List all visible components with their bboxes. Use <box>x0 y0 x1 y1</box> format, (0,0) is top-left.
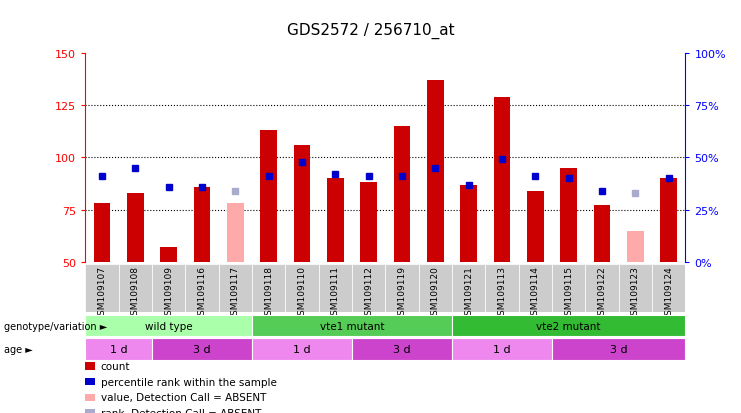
Text: GSM109110: GSM109110 <box>297 266 307 320</box>
Bar <box>652 264 685 312</box>
Bar <box>319 264 352 312</box>
Bar <box>252 338 352 360</box>
Text: GSM109121: GSM109121 <box>464 266 473 320</box>
Text: GSM109123: GSM109123 <box>631 266 640 320</box>
Bar <box>594 206 611 262</box>
Text: 3 d: 3 d <box>193 344 210 354</box>
Text: rank, Detection Call = ABSENT: rank, Detection Call = ABSENT <box>101 408 261 413</box>
Text: GSM109120: GSM109120 <box>431 266 440 320</box>
Text: GSM109122: GSM109122 <box>597 266 607 320</box>
Bar <box>185 264 219 312</box>
Text: GDS2572 / 256710_at: GDS2572 / 256710_at <box>287 23 454 39</box>
Text: count: count <box>101 361 130 371</box>
Bar <box>252 264 285 312</box>
Bar <box>293 145 310 262</box>
Bar <box>560 169 577 262</box>
Bar <box>427 81 444 262</box>
Bar <box>352 338 452 360</box>
Bar <box>452 315 685 337</box>
Text: GSM109111: GSM109111 <box>330 266 340 320</box>
Text: GSM109124: GSM109124 <box>664 266 674 320</box>
Bar <box>452 264 485 312</box>
Bar <box>285 264 319 312</box>
Text: age ►: age ► <box>4 344 33 354</box>
Text: GSM109112: GSM109112 <box>364 266 373 320</box>
Bar <box>585 264 619 312</box>
Bar <box>527 191 544 262</box>
Bar <box>460 185 477 262</box>
Text: GSM109117: GSM109117 <box>230 266 240 320</box>
Text: GSM109118: GSM109118 <box>264 266 273 320</box>
Text: GSM109107: GSM109107 <box>97 266 107 320</box>
Bar <box>393 127 411 262</box>
Bar <box>419 264 452 312</box>
Bar <box>85 264 119 312</box>
Text: GSM109114: GSM109114 <box>531 266 540 320</box>
Text: 1 d: 1 d <box>110 344 127 354</box>
Text: 1 d: 1 d <box>494 344 511 354</box>
Bar <box>227 204 244 262</box>
Text: 3 d: 3 d <box>610 344 628 354</box>
Bar <box>260 131 277 262</box>
Text: 1 d: 1 d <box>293 344 310 354</box>
Text: value, Detection Call = ABSENT: value, Detection Call = ABSENT <box>101 392 266 402</box>
Text: genotype/variation ►: genotype/variation ► <box>4 321 107 331</box>
Bar <box>85 338 152 360</box>
Bar <box>660 179 677 262</box>
Text: GSM109113: GSM109113 <box>497 266 507 320</box>
Bar <box>452 338 552 360</box>
Bar <box>494 97 511 262</box>
Bar <box>327 179 344 262</box>
Bar <box>152 338 252 360</box>
Text: vte2 mutant: vte2 mutant <box>536 321 601 331</box>
Bar <box>360 183 377 262</box>
Bar <box>93 204 110 262</box>
Bar <box>619 264 652 312</box>
Text: percentile rank within the sample: percentile rank within the sample <box>101 377 276 387</box>
Bar <box>160 248 177 262</box>
Bar <box>352 264 385 312</box>
Bar <box>127 193 144 262</box>
Bar <box>519 264 552 312</box>
Bar <box>152 264 185 312</box>
Bar <box>552 264 585 312</box>
Bar <box>485 264 519 312</box>
Bar <box>219 264 252 312</box>
Bar <box>552 338 685 360</box>
Text: GSM109116: GSM109116 <box>197 266 207 320</box>
Bar <box>627 231 644 262</box>
Text: GSM109115: GSM109115 <box>564 266 574 320</box>
Text: GSM109109: GSM109109 <box>164 266 173 320</box>
Text: wild type: wild type <box>144 321 193 331</box>
Bar <box>119 264 152 312</box>
Bar <box>193 187 210 262</box>
Bar <box>385 264 419 312</box>
Text: GSM109119: GSM109119 <box>397 266 407 320</box>
Text: GSM109108: GSM109108 <box>130 266 140 320</box>
Text: vte1 mutant: vte1 mutant <box>319 321 385 331</box>
Bar <box>85 315 252 337</box>
Text: 3 d: 3 d <box>393 344 411 354</box>
Bar <box>252 315 452 337</box>
